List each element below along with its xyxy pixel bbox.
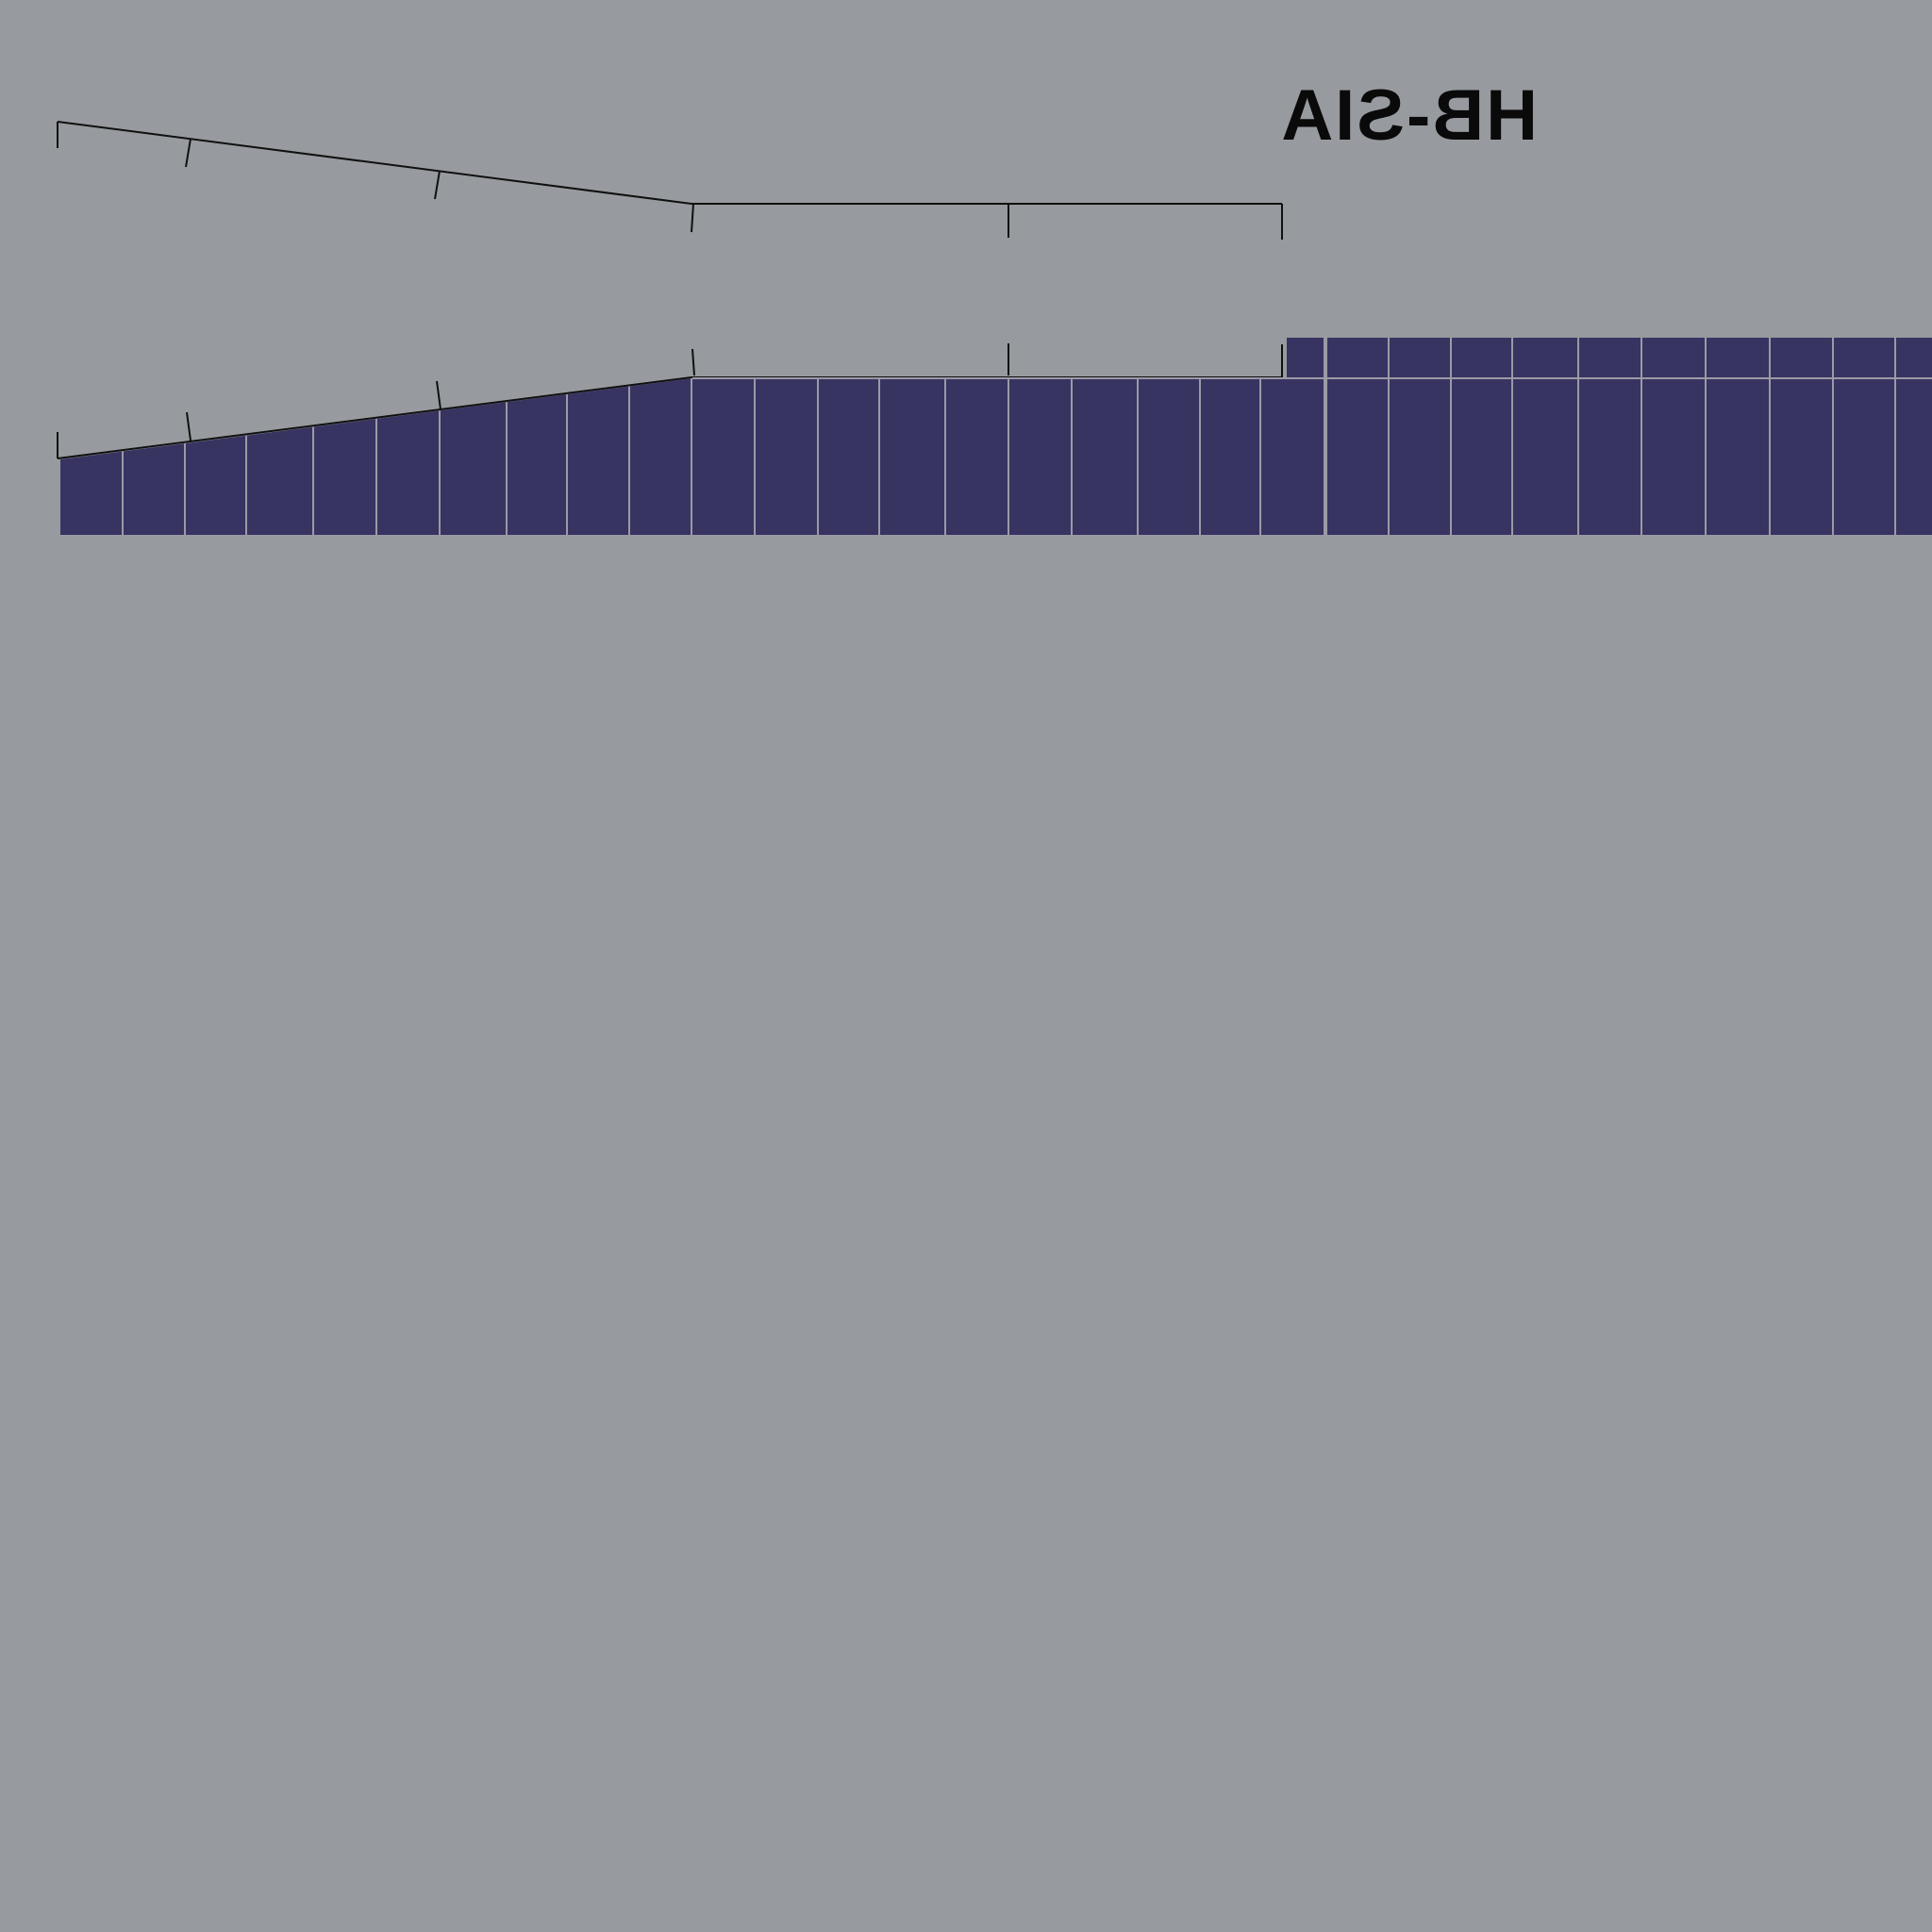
panel-cell-dividers [122, 338, 1896, 536]
panel-segment-right-fill [1325, 378, 1932, 536]
lower-tick-3 [436, 380, 441, 410]
upper-tick-2 [185, 138, 192, 168]
panel-seams [60, 377, 1932, 537]
registration-text: HB-SIA [1279, 75, 1538, 156]
panel-segment-right-upper-fill [1287, 338, 1932, 378]
upper-outline [57, 121, 1283, 240]
panel-segment-right-upper [1287, 338, 1932, 378]
upper-tick-4 [691, 203, 694, 233]
panel-segment-right [1325, 378, 1932, 536]
lower-tick-2 [186, 411, 192, 441]
upper-outline-line [57, 121, 1282, 205]
upper-tick-3 [434, 170, 441, 200]
registration-text-group: HB-SIA [1279, 75, 1538, 156]
lower-tick-4 [691, 348, 695, 376]
